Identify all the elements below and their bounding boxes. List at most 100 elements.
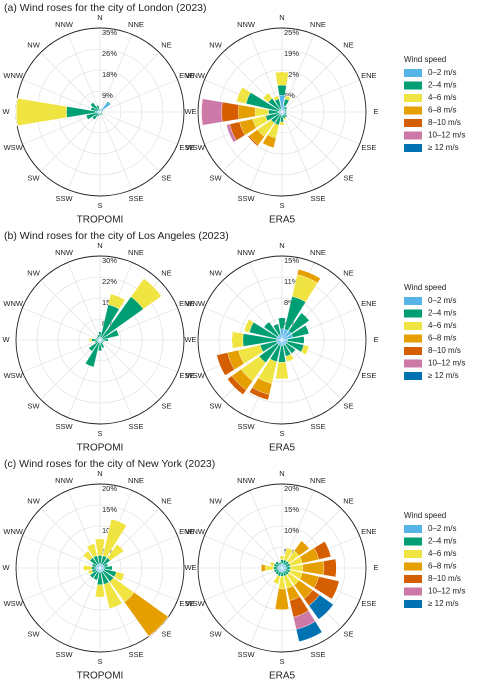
direction-label: SSW bbox=[55, 422, 73, 431]
r-tick-label: 6% bbox=[284, 91, 295, 100]
direction-label: ENE bbox=[179, 71, 194, 80]
outer-ring bbox=[197, 27, 367, 197]
direction-label: NE bbox=[343, 497, 353, 506]
r-tick-label: 35% bbox=[102, 28, 117, 37]
r-tick-label: 26% bbox=[102, 49, 117, 58]
direction-label: SSE bbox=[310, 194, 325, 203]
r-tick-label: 30% bbox=[102, 256, 117, 265]
legend-swatch bbox=[404, 81, 422, 90]
direction-label: N bbox=[279, 469, 284, 478]
legend-label: 8–10 m/s bbox=[428, 118, 461, 127]
wind-wedge bbox=[90, 106, 92, 110]
legend-swatch bbox=[404, 131, 422, 140]
direction-label: N bbox=[97, 469, 102, 478]
direction-label: S bbox=[97, 657, 102, 666]
row-title: (c) Wind roses for the city of New York … bbox=[4, 458, 215, 470]
direction-label: S bbox=[279, 657, 284, 666]
direction-label: SSW bbox=[237, 422, 255, 431]
r-tick-label: 11% bbox=[284, 277, 299, 286]
direction-label: SSW bbox=[237, 194, 255, 203]
legend-swatch bbox=[404, 347, 422, 355]
direction-label: ESE bbox=[179, 371, 194, 380]
r-tick-label: 9% bbox=[102, 91, 113, 100]
r-tick-label: 20% bbox=[102, 484, 117, 493]
direction-label: SE bbox=[161, 173, 171, 182]
wind-wedge bbox=[262, 143, 274, 149]
direction-label: WNW bbox=[185, 71, 205, 80]
direction-label: NNE bbox=[128, 248, 144, 257]
wind-wedge bbox=[287, 358, 294, 362]
direction-label: E bbox=[373, 563, 378, 572]
r-tick-label: 8% bbox=[284, 298, 295, 307]
legend-swatch bbox=[404, 297, 422, 305]
direction-label: ESE bbox=[361, 143, 376, 152]
wind-wedge bbox=[285, 95, 291, 98]
direction-label: SW bbox=[27, 401, 40, 410]
direction-label: S bbox=[97, 201, 102, 210]
r-tick-label: 15% bbox=[102, 505, 117, 514]
direction-label: W bbox=[184, 563, 192, 572]
direction-label: ENE bbox=[179, 299, 194, 308]
panel-label: ERA5 bbox=[269, 443, 296, 454]
legend-swatch bbox=[404, 119, 422, 127]
wind-wedge bbox=[302, 560, 325, 576]
direction-label: W bbox=[2, 335, 10, 344]
grid-ring bbox=[57, 297, 143, 383]
wind-wedge bbox=[106, 563, 109, 567]
wind-wedge bbox=[254, 107, 269, 117]
grid-ring bbox=[57, 525, 143, 611]
wind-wedge bbox=[117, 543, 125, 551]
direction-label: NE bbox=[161, 497, 171, 506]
wind-wedge bbox=[221, 101, 240, 123]
wind-wedge bbox=[107, 101, 111, 105]
direction-label: NE bbox=[161, 269, 171, 278]
legend-label: 0–2 m/s bbox=[428, 524, 456, 533]
direction-label: S bbox=[279, 429, 284, 438]
direction-label: ENE bbox=[361, 299, 376, 308]
direction-label: SSE bbox=[128, 650, 143, 659]
direction-label: N bbox=[279, 13, 284, 22]
legend-label: 10–12 m/s bbox=[428, 131, 465, 140]
legend-label: 0–2 m/s bbox=[428, 68, 456, 77]
outer-ring bbox=[197, 483, 367, 653]
wind-wedge bbox=[279, 555, 285, 560]
direction-label: SE bbox=[343, 173, 353, 182]
direction-label: N bbox=[97, 13, 102, 22]
grid-ring bbox=[218, 504, 346, 632]
wind-wedge bbox=[96, 104, 99, 107]
wind-wedge bbox=[86, 543, 95, 547]
panel-label: ERA5 bbox=[269, 671, 296, 680]
direction-label: SW bbox=[209, 629, 222, 638]
direction-label: NNW bbox=[55, 476, 74, 485]
direction-label: NNW bbox=[55, 20, 74, 29]
r-tick-label: 20% bbox=[284, 484, 299, 493]
wind-wedge bbox=[275, 71, 289, 73]
direction-label: E bbox=[191, 335, 196, 344]
direction-label: ESE bbox=[361, 371, 376, 380]
legend-label: ≥ 12 m/s bbox=[428, 143, 459, 152]
legend-swatch bbox=[404, 144, 422, 152]
direction-label: NW bbox=[209, 497, 222, 506]
outer-ring bbox=[197, 255, 367, 425]
wind-wedge bbox=[308, 594, 334, 620]
legend-label: ≥ 12 m/s bbox=[428, 371, 459, 380]
legend-swatch bbox=[404, 372, 422, 380]
direction-label: E bbox=[373, 335, 378, 344]
wind-wedge bbox=[265, 565, 274, 571]
direction-label: SSE bbox=[310, 650, 325, 659]
wind-wedge bbox=[260, 564, 266, 572]
panel-label: TROPOMI bbox=[77, 215, 124, 226]
direction-label: SW bbox=[209, 401, 222, 410]
legend-label: 10–12 m/s bbox=[428, 587, 465, 596]
direction-label: ENE bbox=[179, 527, 194, 536]
legend-swatch bbox=[404, 562, 422, 571]
legend-swatch bbox=[404, 334, 422, 343]
direction-label: WNW bbox=[3, 299, 23, 308]
legend-label: 10–12 m/s bbox=[428, 359, 465, 368]
direction-label: SE bbox=[161, 401, 171, 410]
grid-ring bbox=[218, 276, 346, 404]
legend-swatch bbox=[404, 525, 422, 533]
direction-label: SSE bbox=[128, 422, 143, 431]
legend-label: 8–10 m/s bbox=[428, 574, 461, 583]
